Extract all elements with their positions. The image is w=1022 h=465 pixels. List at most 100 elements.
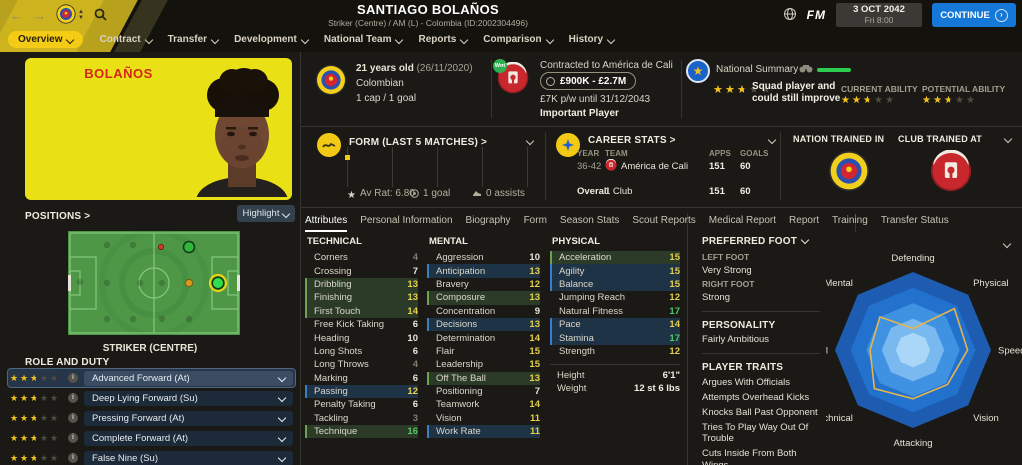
attribute-name: Vision bbox=[436, 412, 462, 424]
tab-transfer-status[interactable]: Transfer Status bbox=[880, 215, 949, 226]
attribute-value: 12 bbox=[669, 345, 680, 357]
attribute-name: Leadership bbox=[436, 359, 484, 371]
page-title: SANTIAGO BOLAÑOS bbox=[356, 2, 500, 17]
career-stats-title[interactable]: CAREER STATS > bbox=[588, 135, 676, 146]
role-select[interactable]: False Nine (Su) bbox=[84, 450, 293, 465]
contracted-to[interactable]: Contracted to América de Cali bbox=[540, 60, 673, 71]
attribute-name: Heading bbox=[314, 332, 350, 344]
personality-title: PERSONALITY bbox=[702, 320, 776, 331]
role-select[interactable]: Deep Lying Forward (Su) bbox=[84, 390, 293, 406]
role-row-false-nine-su-: ★★★★★★★★★★ i False Nine (Su) bbox=[8, 449, 295, 465]
star-icon: ★★ bbox=[20, 372, 29, 383]
star-icon: ★★ bbox=[30, 432, 39, 443]
player-shirt-name: BOLAÑOS bbox=[84, 66, 153, 81]
continue-label: CONTINUE bbox=[940, 9, 990, 21]
info-icon[interactable]: i bbox=[68, 413, 78, 423]
positions-pitch[interactable] bbox=[68, 228, 240, 338]
chevron-down-icon bbox=[282, 209, 291, 218]
spinner-carets-icon[interactable]: ▲ ▼ bbox=[78, 9, 84, 21]
attribute-name: Aggression bbox=[436, 252, 484, 264]
nav-item-history[interactable]: History bbox=[569, 34, 616, 45]
attribute-row: First Touch 14 bbox=[305, 304, 418, 318]
nav-item-national-team[interactable]: National Team bbox=[324, 34, 404, 45]
measure-value: 6'1" bbox=[662, 370, 680, 382]
nav-item-comparison[interactable]: Comparison bbox=[483, 34, 554, 45]
attribute-name: Bravery bbox=[436, 278, 469, 290]
role-select[interactable]: Complete Forward (At) bbox=[84, 430, 293, 446]
attribute-row: Composure 13 bbox=[427, 291, 540, 305]
position-spot-natural[interactable] bbox=[182, 240, 196, 254]
info-icon[interactable]: i bbox=[68, 453, 78, 463]
radar-data-polygon bbox=[869, 307, 969, 400]
form-mini-chart bbox=[345, 147, 528, 187]
chevron-down-icon[interactable] bbox=[767, 135, 777, 145]
nav-item-transfer[interactable]: Transfer bbox=[168, 34, 220, 45]
tab-biography[interactable]: Biography bbox=[465, 215, 511, 226]
player-traits-title: PLAYER TRAITS bbox=[702, 362, 784, 373]
attribute-name: Natural Fitness bbox=[559, 305, 623, 317]
radar-axis-label: Attacking bbox=[893, 438, 932, 449]
tab-personal-information[interactable]: Personal Information bbox=[360, 215, 453, 226]
attribute-name: Concentration bbox=[436, 305, 496, 317]
attribute-name: Anticipation bbox=[436, 265, 486, 277]
forward-icon[interactable]: → bbox=[33, 8, 46, 23]
scout-knowledge-icon bbox=[546, 76, 555, 86]
back-icon[interactable]: ← bbox=[10, 8, 23, 23]
star-icon: ★★ bbox=[50, 412, 59, 423]
attribute-row: Heading 10 bbox=[305, 331, 418, 344]
highlight-label: Highlight bbox=[242, 208, 280, 219]
star-icon: ★★ bbox=[10, 432, 19, 443]
tab-scout-reports[interactable]: Scout Reports bbox=[632, 215, 696, 226]
role-select[interactable]: Advanced Forward (At) bbox=[84, 370, 293, 386]
nav-item-development[interactable]: Development bbox=[234, 34, 310, 45]
info-icon[interactable]: i bbox=[68, 433, 78, 443]
attribute-value: 15 bbox=[529, 359, 540, 371]
national-summary-title[interactable]: National Summary bbox=[716, 64, 799, 75]
attribute-value: 10 bbox=[529, 252, 540, 264]
attribute-row: Flair 15 bbox=[427, 345, 540, 358]
attribute-row: Finishing 13 bbox=[305, 291, 418, 305]
tab-medical-report[interactable]: Medical Report bbox=[708, 215, 777, 226]
position-spot-faint bbox=[129, 315, 137, 323]
info-icon[interactable]: i bbox=[68, 393, 78, 403]
tab-form[interactable]: Form bbox=[523, 215, 547, 226]
chevron-down-icon[interactable] bbox=[525, 136, 535, 146]
club-switcher[interactable]: ▲ ▼ bbox=[56, 4, 84, 27]
role-select[interactable]: Pressing Forward (At) bbox=[84, 410, 293, 426]
continue-button[interactable]: CONTINUE › bbox=[932, 3, 1016, 27]
star-icon: ★★ bbox=[50, 392, 59, 403]
attribute-row: Jumping Reach 12 bbox=[550, 291, 680, 304]
position-spot-selected[interactable] bbox=[208, 273, 228, 293]
chevron-down-icon[interactable] bbox=[1003, 134, 1013, 144]
tab-report[interactable]: Report bbox=[789, 215, 820, 226]
attribute-value: 12 bbox=[529, 278, 540, 290]
attribute-name: Technique bbox=[314, 426, 358, 438]
nav-label: Reports bbox=[418, 34, 457, 45]
attribute-value: 13 bbox=[529, 292, 540, 304]
position-spot-accomplished[interactable] bbox=[184, 278, 194, 288]
star-icon: ★★ bbox=[713, 84, 723, 96]
attribute-value: 14 bbox=[407, 305, 418, 317]
tab-season-stats[interactable]: Season Stats bbox=[559, 215, 620, 226]
career-table-row[interactable]: 36-42 América de Cali 151 60 bbox=[577, 158, 773, 173]
nav-item-contract[interactable]: Contract bbox=[99, 34, 153, 45]
info-icon[interactable]: i bbox=[68, 373, 78, 383]
world-icon[interactable] bbox=[783, 7, 797, 24]
attribute-name: Work Rate bbox=[436, 426, 481, 438]
career-table-overall: Overall 1 Club 151 60 bbox=[577, 186, 751, 197]
tab-attributes[interactable]: Attributes bbox=[305, 215, 348, 232]
game-date[interactable]: 3 OCT 2042 Fri 8:00 bbox=[836, 3, 922, 27]
form-title[interactable]: FORM (LAST 5 MATCHES) > bbox=[349, 137, 488, 148]
tab-training[interactable]: Training bbox=[832, 215, 868, 226]
america-badge-icon bbox=[930, 149, 972, 195]
player-nationality[interactable]: Colombian bbox=[356, 78, 404, 89]
search-icon[interactable] bbox=[94, 8, 107, 24]
position-spot-unconvincing[interactable] bbox=[158, 243, 165, 250]
highlight-dropdown[interactable]: Highlight bbox=[237, 205, 295, 222]
nav-item-overview[interactable]: Overview bbox=[8, 31, 84, 48]
nav-item-reports[interactable]: Reports bbox=[418, 34, 469, 45]
star-icon: ★★ bbox=[40, 432, 49, 443]
attribute-row: Decisions 13 bbox=[427, 317, 540, 332]
player-birthdate: (26/11/2020) bbox=[413, 63, 473, 74]
attribute-name: Long Shots bbox=[314, 345, 363, 357]
